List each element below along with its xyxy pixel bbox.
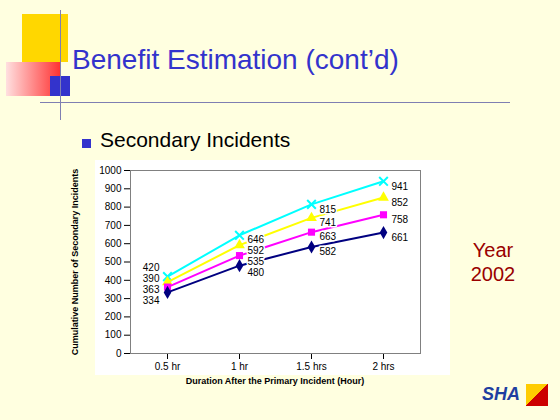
svg-text:592: 592 — [248, 245, 265, 256]
html-text:Year 2002: Year 2002 — [470, 239, 516, 285]
svg-text:815: 815 — [320, 204, 337, 215]
svg-text:758: 758 — [392, 214, 409, 225]
svg-text:535: 535 — [248, 256, 265, 267]
svg-text:420: 420 — [143, 262, 160, 273]
svg-text:390: 390 — [143, 273, 160, 284]
html-text:Benefit Estimation (cont’d): Benefit Estimation (cont’d) — [72, 44, 399, 75]
svg-text:600: 600 — [105, 238, 122, 249]
svg-text:741: 741 — [320, 217, 337, 228]
html-text:Duration After the Primary Inc: Duration After the Primary Incident (Hou… — [185, 376, 365, 386]
svg-text:663: 663 — [320, 231, 337, 242]
html-text:SHA: SHA — [482, 384, 520, 404]
svg-text:1.5 hrs: 1.5 hrs — [296, 361, 327, 372]
svg-text:646: 646 — [248, 234, 265, 245]
svg-text:390: 390 — [143, 273, 160, 284]
svg-text:200: 200 — [105, 311, 122, 322]
svg-text:400: 400 — [105, 275, 122, 286]
svg-text:100: 100 — [105, 329, 122, 340]
svg-text:852: 852 — [392, 197, 409, 208]
svg-text:941: 941 — [392, 180, 409, 191]
svg-text:661: 661 — [392, 232, 409, 243]
svg-text:334: 334 — [143, 295, 160, 306]
svg-text:941: 941 — [392, 180, 409, 191]
svg-text:661: 661 — [392, 232, 409, 243]
svg-text:0.5 hr: 0.5 hr — [155, 361, 181, 372]
svg-text:334: 334 — [143, 295, 160, 306]
svg-text:535: 535 — [248, 256, 265, 267]
svg-text:582: 582 — [320, 246, 337, 257]
svg-text:592: 592 — [248, 245, 265, 256]
svg-text:646: 646 — [248, 234, 265, 245]
svg-text:2 hrs: 2 hrs — [372, 361, 394, 372]
svg-text:363: 363 — [143, 284, 160, 295]
svg-text:500: 500 — [105, 256, 122, 267]
svg-text:800: 800 — [105, 201, 122, 212]
svg-text:852: 852 — [392, 197, 409, 208]
svg-text:363: 363 — [143, 284, 160, 295]
svg-text:1 hr: 1 hr — [231, 361, 249, 372]
svg-text:900: 900 — [105, 183, 122, 194]
svg-text:815: 815 — [320, 204, 337, 215]
svg-text:582: 582 — [320, 246, 337, 257]
svg-text:480: 480 — [248, 267, 265, 278]
svg-text:0: 0 — [116, 348, 122, 359]
svg-text:663: 663 — [320, 231, 337, 242]
svg-text:420: 420 — [143, 262, 160, 273]
svg-text:300: 300 — [105, 293, 122, 304]
svg-text:758: 758 — [392, 214, 409, 225]
html-text:Cumulative Number of Secondary: Cumulative Number of Secondary Incidents — [70, 168, 80, 355]
html-text:Secondary Incidents: Secondary Incidents — [100, 128, 291, 151]
svg-text:480: 480 — [248, 267, 265, 278]
svg-text:1000: 1000 — [99, 165, 122, 176]
svg-text:700: 700 — [105, 220, 122, 231]
svg-text:741: 741 — [320, 217, 337, 228]
